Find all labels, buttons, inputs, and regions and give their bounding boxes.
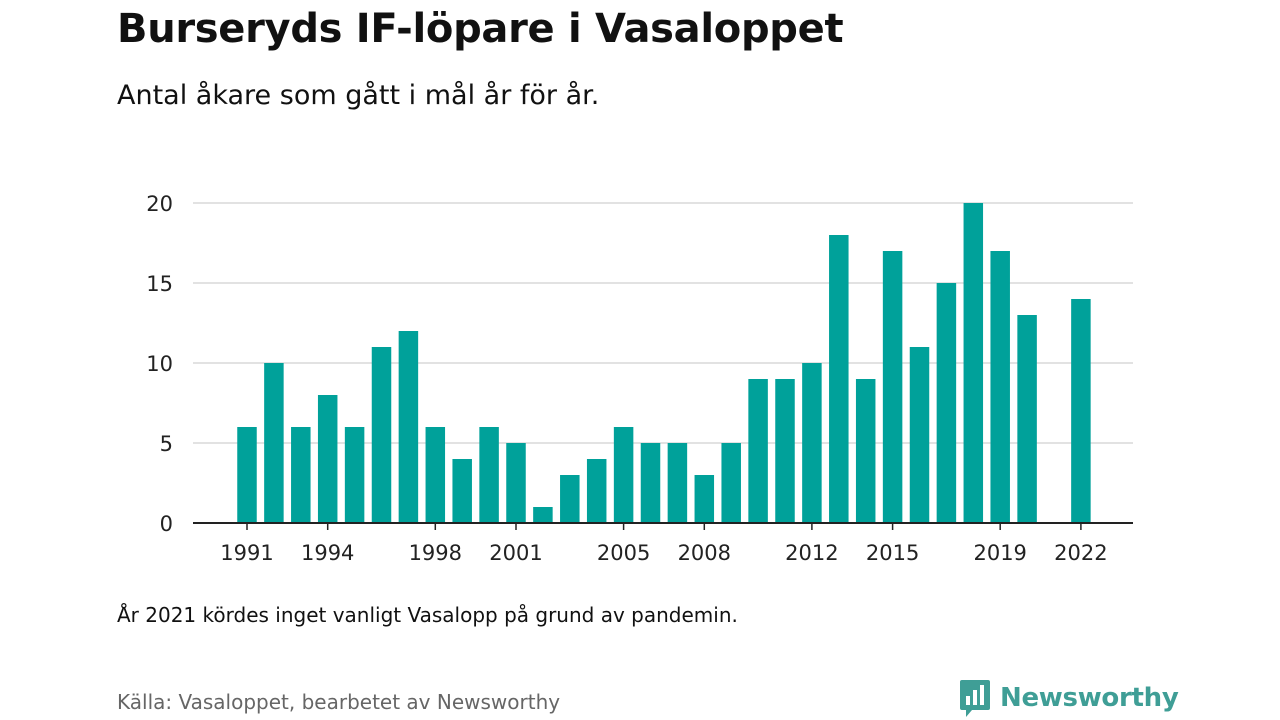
x-tick-label: 2019 [973,541,1026,565]
bar [1017,315,1037,523]
bar [775,379,795,523]
newsworthy-brand: Newsworthy [958,678,1179,718]
chart-subtitle: Antal åkare som gått i mål år för år. [117,80,600,111]
x-tick-label: 1998 [409,541,462,565]
x-tick-label: 2022 [1054,541,1107,565]
bar [533,507,553,523]
chart-title: Burseryds IF-löpare i Vasaloppet [117,6,844,52]
bar [237,427,257,523]
bar [264,363,284,523]
bar [317,395,338,523]
bar [560,475,580,523]
bar [990,251,1010,523]
bar [371,347,392,523]
bar [829,235,849,523]
bar [667,443,688,523]
bar [506,443,526,523]
bar [882,251,903,523]
source-credit: Källa: Vasaloppet, bearbetet av Newswort… [117,690,561,714]
bar [936,283,957,523]
x-tick-label: 2012 [785,541,838,565]
bar [909,347,930,523]
x-tick-label: 2015 [866,541,919,565]
bar [640,443,661,523]
bar [291,427,311,523]
bar [425,427,446,523]
bar [613,427,634,523]
bar [963,203,984,523]
bar [452,459,472,523]
bar-chart: 0 5 10 15 20 1991 1994 1998 2001 2005 2008 2012 2015… [146,192,1133,565]
bar [721,443,741,523]
bar [855,379,876,523]
chart-note: År 2021 kördes inget vanligt Vasalopp på… [117,603,738,627]
x-tick-label: 2001 [489,541,542,565]
y-tick-label: 10 [146,352,173,376]
x-tick-label: 2005 [597,541,650,565]
y-tick-label: 5 [160,432,173,456]
y-tick-label: 20 [146,192,173,216]
bar [586,459,607,523]
bar [344,427,365,523]
y-tick-label: 0 [160,512,173,536]
brand-name: Newsworthy [1000,683,1179,713]
bar [398,331,419,523]
x-tick-label: 2008 [678,541,731,565]
bar [748,379,768,523]
bar [479,427,499,523]
x-tick-label: 1991 [220,541,273,565]
newsworthy-logo-icon [960,680,990,717]
bar [802,363,822,523]
bar [1071,299,1091,523]
x-tick-label: 1994 [301,541,354,565]
y-tick-label: 15 [146,272,173,296]
bar [694,475,715,523]
